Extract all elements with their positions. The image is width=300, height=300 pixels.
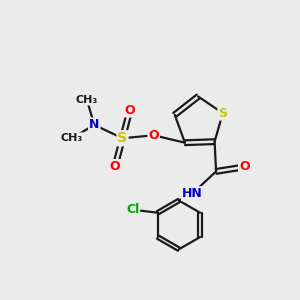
Text: CH₃: CH₃ bbox=[76, 94, 98, 105]
Text: Cl: Cl bbox=[126, 203, 139, 216]
Text: CH₃: CH₃ bbox=[61, 133, 83, 143]
Text: O: O bbox=[148, 129, 159, 142]
Text: O: O bbox=[110, 160, 120, 173]
Text: HN: HN bbox=[182, 187, 203, 200]
Text: S: S bbox=[118, 131, 128, 145]
Text: O: O bbox=[124, 103, 135, 116]
Text: S: S bbox=[218, 106, 227, 120]
Text: O: O bbox=[239, 160, 250, 173]
Text: N: N bbox=[89, 118, 99, 131]
